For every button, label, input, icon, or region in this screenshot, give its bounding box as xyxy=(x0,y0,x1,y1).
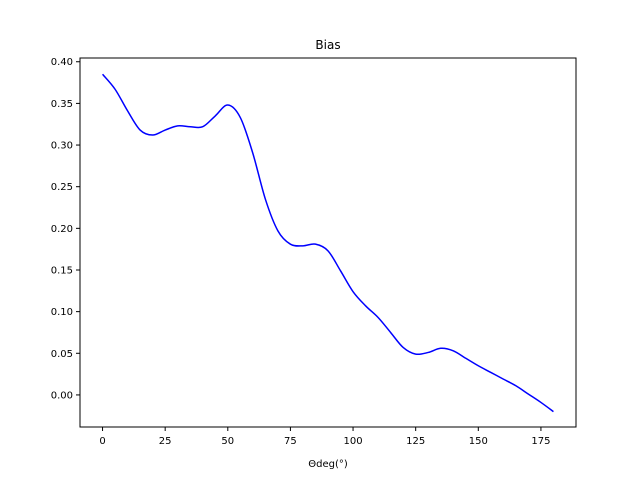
x-tick-label: 25 xyxy=(159,436,172,447)
x-tick-label: 100 xyxy=(344,436,363,447)
x-tick-label: 75 xyxy=(284,436,297,447)
y-tick-label: 0.15 xyxy=(51,265,73,276)
y-axis-ticks: 0.00 0.05 0.10 0.15 0.20 0.25 0.30 0.35 0.40 xyxy=(51,57,80,401)
y-tick-label: 0.30 xyxy=(51,141,73,152)
y-tick-label: 0.00 xyxy=(51,390,73,401)
y-tick-label: 0.05 xyxy=(51,349,73,360)
x-tick-label: 150 xyxy=(469,436,488,447)
chart-title: Bias xyxy=(315,38,340,52)
x-tick-label: 175 xyxy=(531,436,550,447)
x-tick-label: 125 xyxy=(406,436,425,447)
series-line-0 xyxy=(101,73,554,413)
x-tick-label: 0 xyxy=(99,436,105,447)
y-tick-label: 0.40 xyxy=(51,57,73,68)
plot-frame xyxy=(79,57,577,428)
y-tick-label: 0.20 xyxy=(51,224,73,235)
y-tick-label: 0.25 xyxy=(51,182,73,193)
y-tick-label: 0.35 xyxy=(51,99,73,110)
plot-area xyxy=(101,73,554,413)
x-axis-ticks: 0 25 50 75 100 125 150 175 xyxy=(99,427,550,447)
x-axis-label: Θdeg(°) xyxy=(308,459,348,470)
y-tick-label: 0.10 xyxy=(51,307,73,318)
x-tick-label: 50 xyxy=(221,436,234,447)
